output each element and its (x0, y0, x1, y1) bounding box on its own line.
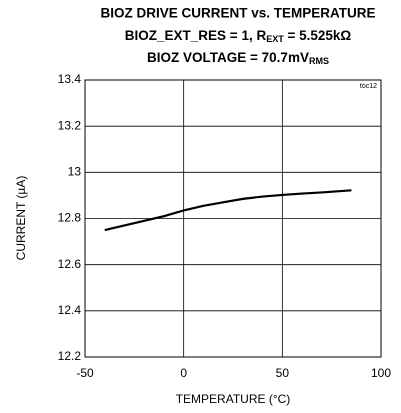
y-axis-label: CURRENT (µA) (14, 176, 28, 261)
subtitle-part: BIOZ_EXT_RES = 1, R (125, 28, 267, 43)
subtitle-sub: RMS (309, 56, 329, 66)
subtitle-part: BIOZ VOLTAGE = 70.7mV (147, 50, 309, 65)
x-tick-label: -50 (76, 366, 94, 380)
y-tick-label: 13 (68, 165, 82, 179)
chart-title: BIOZ DRIVE CURRENT vs. TEMPERATURE (100, 6, 375, 21)
annotation: toc12 (360, 83, 377, 90)
subtitle-part: = 5.525kΩ (284, 28, 352, 43)
y-tick-label: 13.2 (58, 118, 82, 132)
subtitle-sub: EXT (266, 34, 284, 44)
plot-frame (84, 79, 382, 358)
chart-subtitle: BIOZ VOLTAGE = 70.7mVRMS (147, 50, 329, 67)
y-tick-label: 13.4 (58, 72, 82, 86)
y-tick-label: 12.4 (58, 303, 82, 317)
x-tick-label: 100 (371, 366, 391, 380)
y-tick-label: 12.8 (58, 211, 82, 225)
y-tick-label: 12.2 (58, 349, 82, 363)
y-tick-label: 12.6 (58, 257, 82, 271)
x-tick-label: 0 (180, 366, 187, 380)
x-tick-label: 50 (276, 366, 290, 380)
x-axis-label: TEMPERATURE (°C) (176, 392, 291, 406)
line-series (104, 189, 352, 232)
chart-subtitle: BIOZ_EXT_RES = 1, REXT = 5.525kΩ (125, 28, 352, 45)
